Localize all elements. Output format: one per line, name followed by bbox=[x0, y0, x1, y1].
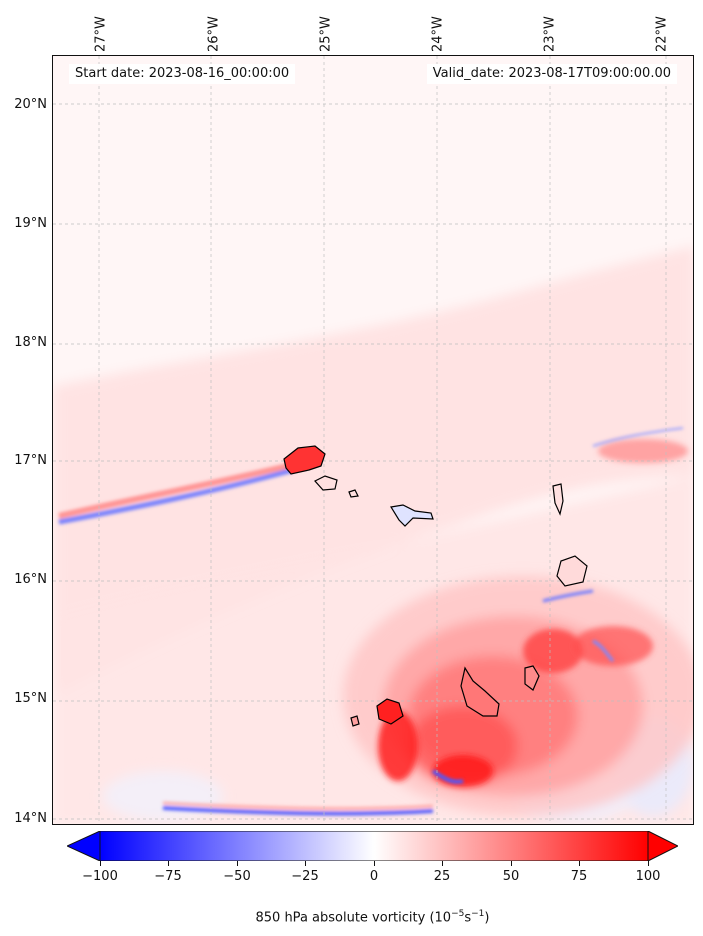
trailing-streak bbox=[58, 463, 434, 816]
colorbar-min-arrow bbox=[67, 831, 101, 861]
cbar-tickmark bbox=[305, 861, 306, 866]
storm-negative-streaks bbox=[431, 427, 684, 784]
island-brava bbox=[350, 715, 360, 727]
island-maio bbox=[524, 665, 540, 691]
colorbar-label: 850 hPa absolute vorticity (10−5s−1) bbox=[255, 909, 490, 926]
colorbar-gradient bbox=[99, 831, 649, 861]
island-sao-vicente bbox=[314, 475, 338, 491]
lon-label-26w: 26°W bbox=[206, 16, 222, 52]
cbar-tickmark bbox=[511, 861, 512, 866]
lat-label-16n: 16°N bbox=[14, 572, 47, 587]
cbar-tickmark bbox=[442, 861, 443, 866]
island-santiago bbox=[460, 666, 500, 717]
cbar-tickmark bbox=[100, 861, 101, 866]
lat-label-14n: 14°N bbox=[14, 811, 47, 826]
cbar-tick-label: 75 bbox=[570, 869, 588, 884]
cbar-tick-label: 25 bbox=[433, 869, 451, 884]
lon-label-23w: 23°W bbox=[542, 16, 558, 52]
colorbar bbox=[67, 831, 678, 861]
lon-label-25w: 25°W bbox=[318, 16, 334, 52]
island-fogo bbox=[376, 698, 404, 725]
cbar-tick-label: −75 bbox=[154, 869, 182, 884]
cbar-tickmark bbox=[168, 861, 169, 866]
lat-label-20n: 20°N bbox=[14, 97, 47, 112]
lon-label-22w: 22°W bbox=[654, 16, 670, 52]
lat-label-18n: 18°N bbox=[14, 335, 47, 350]
lon-label-27w: 27°W bbox=[93, 16, 109, 52]
lat-label-17n: 17°N bbox=[14, 453, 47, 468]
cbar-tickmark bbox=[374, 861, 375, 866]
vorticity-map bbox=[52, 55, 694, 825]
vorticity-field bbox=[53, 56, 693, 824]
cbar-tick-label: 50 bbox=[502, 869, 520, 884]
cbar-tick-label: 100 bbox=[635, 869, 661, 884]
cbar-tickmark bbox=[237, 861, 238, 866]
island-boa-vista bbox=[556, 555, 588, 587]
cbar-tick-label: −25 bbox=[291, 869, 319, 884]
lon-label-24w: 24°W bbox=[430, 16, 446, 52]
start-date-label: Start date: 2023-08-16_00:00:00 bbox=[69, 64, 296, 84]
cbar-tick-label: 0 bbox=[369, 869, 379, 884]
islands bbox=[283, 445, 588, 727]
cbar-tick-label: −50 bbox=[223, 869, 251, 884]
island-sao-nicolau bbox=[390, 504, 434, 527]
island-santa-luzia bbox=[348, 489, 359, 498]
colorbar-max-arrow bbox=[647, 831, 678, 861]
valid-date-label: Valid_date: 2023-08-17T09:00:00.00 bbox=[426, 64, 677, 84]
cbar-tickmark bbox=[579, 861, 580, 866]
lat-label-15n: 15°N bbox=[14, 691, 47, 706]
gridlines bbox=[53, 56, 693, 824]
lat-label-19n: 19°N bbox=[14, 216, 47, 231]
cbar-tickmark bbox=[648, 861, 649, 866]
island-sal bbox=[552, 483, 564, 516]
island-santo-antao bbox=[283, 445, 326, 475]
cbar-tick-label: −100 bbox=[82, 869, 118, 884]
